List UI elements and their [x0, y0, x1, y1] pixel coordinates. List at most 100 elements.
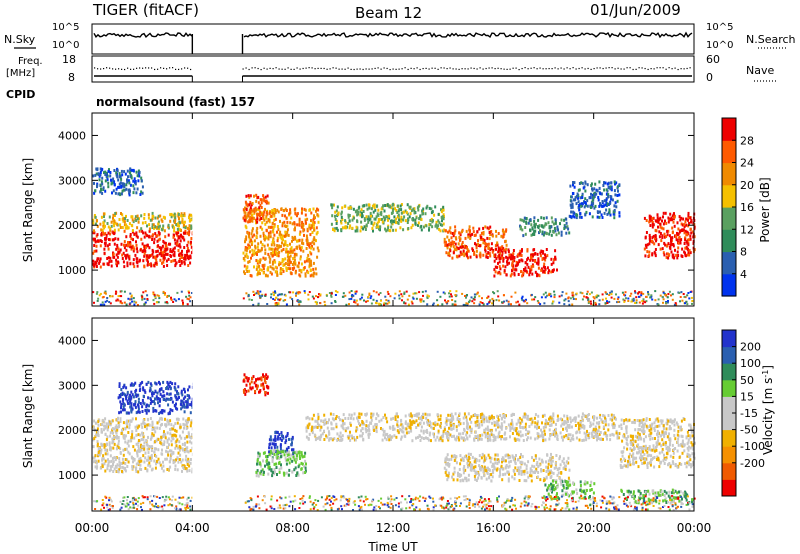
data-cell-5: [382, 204, 385, 208]
nave-dot: [536, 68, 538, 70]
freq-panel: [91, 55, 695, 83]
data-cell-3: [268, 220, 271, 224]
data-cell-0: [112, 440, 115, 444]
near-range-cell: [623, 299, 626, 302]
data-cell-5: [373, 203, 376, 207]
data-cell-7: [493, 268, 496, 272]
data-cell-6: [465, 229, 468, 233]
data-cell-4: [268, 453, 271, 457]
data-cell-3: [279, 235, 282, 239]
data-cell-5: [417, 221, 420, 225]
data-cell-0: [150, 264, 153, 268]
near-range-cell: [186, 297, 189, 300]
data-cell-0: [152, 255, 155, 259]
near-range-cell: [442, 291, 445, 294]
data-cell-0: [129, 234, 132, 238]
data-cell-0: [101, 444, 104, 448]
data-cell-10: [670, 239, 672, 243]
data-cell-0: [135, 234, 138, 238]
nave-dot: [548, 67, 550, 70]
near-range-cell: [96, 291, 99, 294]
near-range-cell: [671, 293, 674, 296]
data-cell-5: [381, 218, 383, 221]
data-cell-5: [370, 412, 373, 416]
data-cell-1: [152, 223, 155, 227]
data-cell-7: [520, 270, 523, 274]
data-cell-2: [247, 389, 250, 393]
data-cell-6: [460, 243, 463, 247]
near-range-cell: [662, 298, 665, 301]
data-cell-2: [126, 169, 129, 173]
data-cell-5: [336, 228, 339, 232]
data-cell-1: [122, 397, 125, 401]
data-cell-7: [517, 273, 520, 276]
data-cell-0: [155, 439, 158, 443]
near-range-cell: [354, 301, 357, 304]
data-cell-5: [443, 228, 446, 232]
near-range-cell: [328, 292, 331, 294]
data-cell-7: [519, 252, 522, 256]
data-cell-8: [566, 225, 569, 229]
near-range-cell: [631, 298, 634, 301]
nave-dot: [166, 68, 168, 70]
data-cell-0: [190, 245, 193, 249]
data-cell-1: [169, 380, 172, 384]
data-cell-0: [138, 259, 141, 263]
data-cell-7: [527, 265, 530, 269]
data-cell-1: [92, 221, 95, 225]
nave-label: Nave: [746, 64, 774, 77]
data-cell-10: [663, 235, 666, 239]
data-cell-0: [189, 440, 191, 444]
data-cell-0: [110, 446, 113, 450]
data-cell-1: [182, 387, 185, 391]
data-cell-4: [245, 202, 248, 206]
data-cell-1: [173, 220, 176, 224]
data-cell-5: [493, 423, 496, 427]
data-cell-4: [255, 193, 258, 197]
data-cell-5: [584, 435, 587, 439]
data-cell-5: [341, 226, 344, 230]
near-range-cell: [152, 293, 155, 295]
data-cell-2: [262, 382, 265, 386]
data-cell-1: [183, 405, 186, 409]
data-cell-0: [116, 419, 119, 422]
data-cell-0: [190, 237, 193, 240]
data-cell-3: [282, 238, 284, 242]
data-cell-8: [559, 222, 561, 226]
data-cell-0: [121, 253, 124, 257]
data-cell-4: [252, 217, 255, 220]
data-cell-7: [554, 249, 557, 253]
freq-tick-low: 8: [68, 71, 75, 84]
data-cell-0: [93, 419, 96, 423]
data-cell-0: [144, 246, 147, 250]
data-cell-7: [546, 266, 549, 270]
data-cell-0: [156, 426, 159, 430]
data-cell-3: [298, 223, 301, 227]
nave-dot: [305, 67, 307, 69]
data-cell-0: [125, 243, 128, 247]
data-cell-0: [186, 420, 189, 424]
nave-dot: [443, 67, 445, 69]
data-cell-0: [112, 446, 115, 450]
data-cell-9: [580, 181, 583, 185]
near-range-cell: [93, 301, 95, 304]
data-cell-0: [139, 463, 142, 467]
data-cell-5: [351, 436, 354, 440]
data-cell-7: [503, 269, 506, 273]
data-cell-0: [152, 433, 155, 437]
near-range-cell: [630, 292, 633, 295]
near-range-cell: [170, 298, 173, 301]
data-cell-3: [253, 252, 256, 256]
data-cell-4: [303, 464, 305, 468]
nave-dot: [620, 68, 622, 70]
data-cell-9: [581, 192, 584, 196]
near-range-cell: [330, 295, 333, 298]
data-cell-2: [118, 182, 121, 186]
data-cell-5: [370, 221, 373, 225]
data-cell-0: [173, 238, 176, 242]
data-cell-3: [269, 235, 272, 239]
data-cell-1: [101, 228, 104, 232]
near-range-cell: [568, 303, 571, 306]
near-range-cell: [275, 296, 278, 299]
nave-dot: [103, 67, 105, 70]
